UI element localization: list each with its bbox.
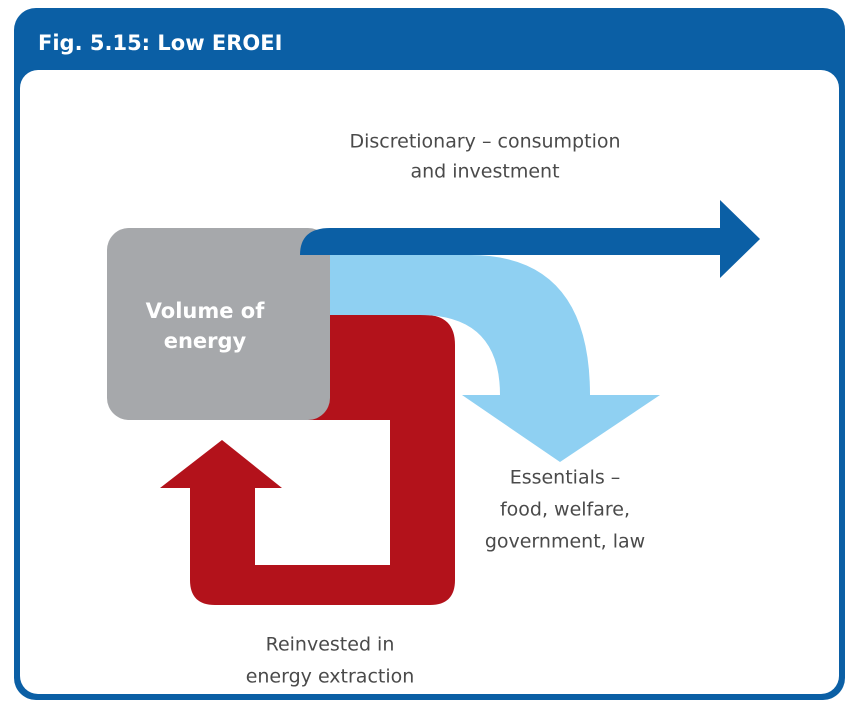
flow-label: and investment	[410, 161, 559, 183]
flow-label: Reinvested in	[266, 634, 395, 656]
flow-label: Essentials –	[510, 467, 621, 489]
flow-label: energy extraction	[246, 666, 415, 688]
reinvest-arrow	[160, 315, 455, 605]
source-label: energy	[164, 329, 247, 353]
flow-label: government, law	[485, 531, 645, 553]
title: Fig. 5.15: Low EROEI	[38, 31, 282, 55]
essentials-arrow	[300, 255, 660, 462]
source-label: Volume of	[146, 299, 266, 323]
source-box	[107, 228, 330, 420]
flow-label: food, welfare,	[500, 499, 630, 521]
discretionary-arrow	[300, 200, 760, 278]
flow-label: Discretionary – consumption	[349, 131, 620, 153]
